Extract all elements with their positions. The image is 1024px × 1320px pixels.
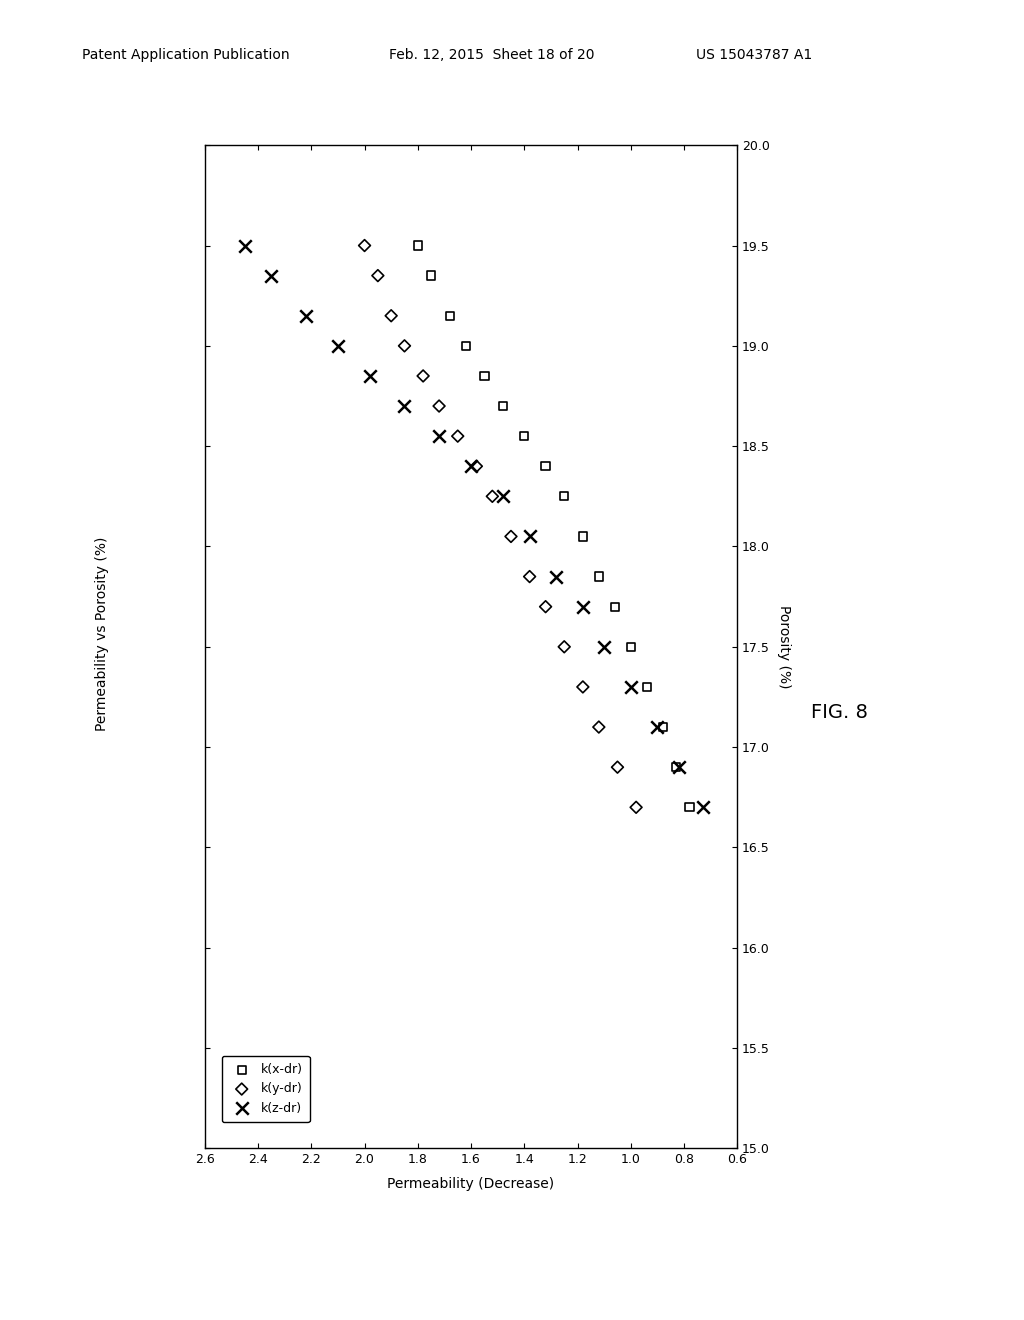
k(z-dr) bbox=[298, 305, 314, 326]
Text: US 15043787 A1: US 15043787 A1 bbox=[696, 49, 813, 62]
Text: FIG. 8: FIG. 8 bbox=[811, 704, 868, 722]
k(z-dr) bbox=[623, 676, 639, 697]
Legend: k(x-dr), k(y-dr), k(z-dr): k(x-dr), k(y-dr), k(z-dr) bbox=[222, 1056, 310, 1122]
k(x-dr) bbox=[556, 486, 572, 507]
k(y-dr) bbox=[591, 717, 607, 738]
k(z-dr) bbox=[237, 235, 253, 256]
Y-axis label: Porosity (%): Porosity (%) bbox=[777, 605, 791, 689]
k(x-dr) bbox=[458, 335, 474, 356]
k(x-dr) bbox=[538, 455, 554, 477]
k(x-dr) bbox=[423, 265, 439, 286]
k(y-dr) bbox=[503, 525, 519, 546]
k(x-dr) bbox=[654, 717, 671, 738]
k(z-dr) bbox=[548, 566, 564, 587]
Text: Feb. 12, 2015  Sheet 18 of 20: Feb. 12, 2015 Sheet 18 of 20 bbox=[389, 49, 595, 62]
X-axis label: Permeability (Decrease): Permeability (Decrease) bbox=[387, 1177, 555, 1192]
Text: Permeability vs Porosity (%): Permeability vs Porosity (%) bbox=[95, 536, 110, 731]
k(y-dr) bbox=[415, 366, 431, 387]
k(z-dr) bbox=[671, 756, 687, 777]
k(x-dr) bbox=[476, 366, 493, 387]
k(x-dr) bbox=[668, 756, 684, 777]
k(x-dr) bbox=[639, 676, 655, 697]
k(z-dr) bbox=[495, 486, 511, 507]
k(x-dr) bbox=[574, 525, 591, 546]
k(x-dr) bbox=[591, 566, 607, 587]
k(x-dr) bbox=[410, 235, 426, 256]
k(z-dr) bbox=[596, 636, 612, 657]
k(y-dr) bbox=[370, 265, 386, 286]
k(x-dr) bbox=[623, 636, 639, 657]
k(y-dr) bbox=[556, 636, 572, 657]
k(z-dr) bbox=[263, 265, 280, 286]
k(y-dr) bbox=[538, 597, 554, 618]
k(z-dr) bbox=[431, 425, 447, 446]
k(z-dr) bbox=[463, 455, 479, 477]
k(z-dr) bbox=[330, 335, 346, 356]
k(x-dr) bbox=[495, 396, 511, 417]
Text: Patent Application Publication: Patent Application Publication bbox=[82, 49, 290, 62]
k(y-dr) bbox=[574, 676, 591, 697]
k(y-dr) bbox=[628, 797, 644, 818]
k(y-dr) bbox=[383, 305, 399, 326]
k(x-dr) bbox=[441, 305, 458, 326]
k(x-dr) bbox=[681, 797, 697, 818]
k(y-dr) bbox=[356, 235, 373, 256]
k(x-dr) bbox=[606, 597, 623, 618]
k(y-dr) bbox=[431, 396, 447, 417]
k(y-dr) bbox=[484, 486, 501, 507]
k(y-dr) bbox=[450, 425, 466, 446]
k(z-dr) bbox=[361, 366, 378, 387]
k(z-dr) bbox=[521, 525, 538, 546]
k(y-dr) bbox=[468, 455, 484, 477]
k(y-dr) bbox=[396, 335, 413, 356]
k(y-dr) bbox=[521, 566, 538, 587]
k(z-dr) bbox=[396, 396, 413, 417]
k(z-dr) bbox=[694, 797, 711, 818]
k(x-dr) bbox=[516, 425, 532, 446]
k(z-dr) bbox=[649, 717, 666, 738]
k(y-dr) bbox=[609, 756, 626, 777]
k(z-dr) bbox=[574, 597, 591, 618]
